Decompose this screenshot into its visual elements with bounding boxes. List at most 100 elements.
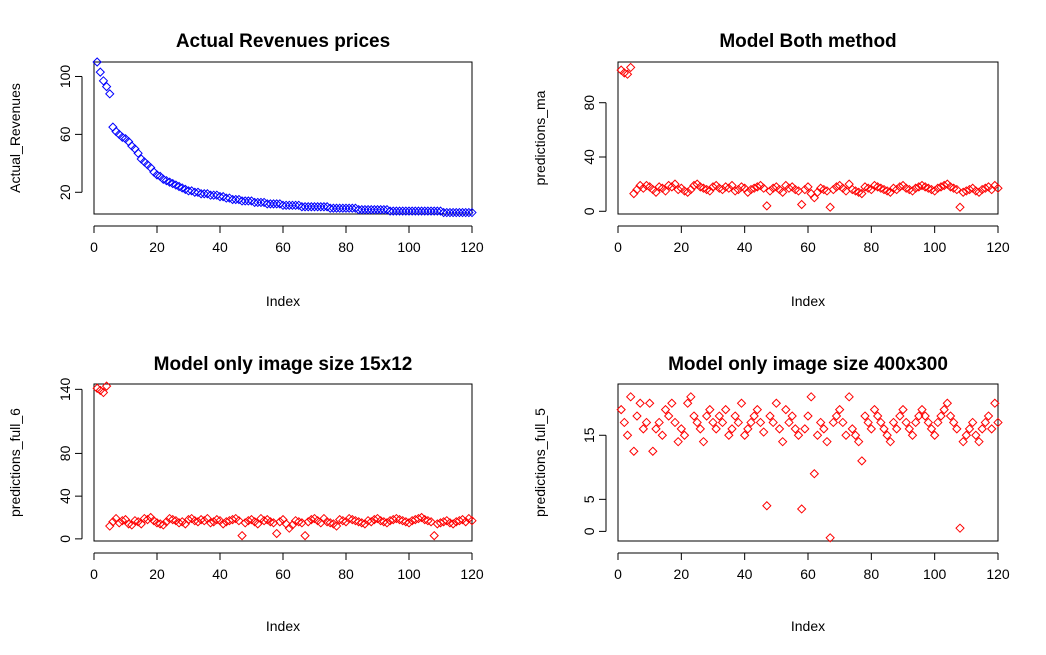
data-point [815, 417, 826, 428]
data-point [95, 67, 106, 77]
data-point [344, 513, 354, 524]
y-tick-label: 80 [57, 445, 73, 461]
data-point [240, 196, 250, 206]
data-point [622, 430, 633, 440]
data-point [945, 182, 956, 192]
data-point [974, 187, 984, 197]
data-point [271, 528, 282, 539]
data-point [682, 398, 693, 408]
data-point [784, 183, 794, 193]
data-point [322, 517, 332, 527]
y-tick-label: 0 [581, 207, 597, 215]
data-point [815, 183, 826, 193]
data-point [822, 436, 832, 447]
data-point [190, 187, 200, 197]
x-axis-label: Index [266, 618, 300, 634]
data-point [910, 417, 921, 428]
data-point [300, 202, 310, 212]
data-point [847, 184, 858, 195]
data-point [467, 516, 477, 526]
data-point [303, 202, 313, 212]
data-point [641, 417, 652, 428]
data-point [467, 207, 477, 218]
data-point [796, 504, 807, 514]
y-axis-label: predictions_full_6 [7, 408, 23, 517]
data-point [762, 501, 772, 511]
data-point [227, 514, 238, 525]
data-point [391, 206, 402, 216]
data-point [369, 204, 380, 215]
y-axis-label: Actual_Revenues [7, 83, 23, 193]
data-point [654, 182, 664, 192]
data-point [929, 430, 940, 440]
data-point [426, 206, 436, 216]
chart-title: Model only image size 400x300 [668, 354, 948, 375]
data-point [325, 203, 335, 213]
data-point [708, 182, 718, 192]
data-point [948, 183, 959, 193]
data-point [353, 204, 364, 215]
data-point [287, 200, 298, 211]
data-point [844, 392, 854, 402]
data-point [879, 424, 889, 434]
data-point [898, 404, 908, 415]
data-point [237, 530, 247, 541]
data-point [300, 530, 310, 541]
data-point [730, 186, 740, 196]
data-point [910, 183, 921, 193]
data-point [632, 411, 642, 421]
data-point [410, 206, 421, 216]
data-point [171, 180, 181, 190]
data-point [654, 417, 664, 428]
x-tick-label: 40 [212, 566, 228, 582]
data-point [438, 207, 449, 218]
data-point [294, 200, 304, 211]
data-point [724, 183, 734, 193]
y-tick-label: 80 [581, 95, 597, 111]
data-point [199, 189, 209, 199]
data-point [676, 424, 687, 434]
data-point [344, 203, 354, 213]
data-point [882, 186, 892, 196]
data-point [278, 200, 288, 211]
data-point [193, 187, 203, 197]
data-point [717, 417, 728, 428]
data-point [885, 436, 896, 447]
data-point [787, 411, 797, 421]
data-point [920, 182, 930, 192]
x-tick-label: 20 [674, 566, 690, 582]
data-point [955, 523, 965, 533]
data-point [401, 206, 411, 216]
data-point [438, 517, 449, 527]
y-tick-label: 60 [57, 126, 73, 142]
data-point [256, 197, 266, 208]
x-tick-label: 60 [275, 566, 291, 582]
data-point [980, 417, 991, 428]
data-point [768, 417, 778, 428]
data-point [651, 424, 661, 434]
data-point [765, 411, 775, 421]
x-tick-label: 0 [614, 239, 622, 255]
data-point [164, 513, 175, 524]
data-point [857, 456, 867, 466]
data-point [872, 182, 883, 192]
data-point [803, 411, 813, 421]
data-point [309, 202, 320, 212]
data-point [828, 417, 839, 428]
data-point [907, 186, 918, 196]
data-point [926, 424, 937, 434]
data-point [882, 430, 892, 440]
plot-frame [93, 383, 473, 542]
data-point [629, 188, 639, 199]
x-tick-label: 20 [674, 239, 690, 255]
data-point [834, 404, 845, 415]
data-point [350, 516, 361, 526]
data-point [739, 430, 750, 440]
data-point [416, 206, 427, 216]
data-point [853, 436, 864, 447]
data-point [363, 204, 373, 215]
data-point [872, 411, 883, 421]
data-point [777, 436, 788, 447]
data-point [942, 398, 953, 408]
data-point [841, 430, 851, 440]
